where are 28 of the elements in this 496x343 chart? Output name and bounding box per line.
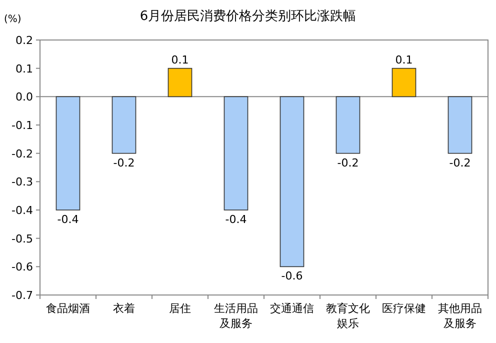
x-tick-label: 食品烟酒 — [46, 302, 90, 315]
x-tick-label: 教育文化娱乐 — [326, 302, 370, 330]
data-label: -0.2 — [113, 156, 135, 170]
data-label: -0.4 — [225, 213, 247, 226]
y-tick-label: -0.5 — [12, 232, 33, 246]
y-tick-label: -0.3 — [12, 176, 33, 189]
y-tick-label: -0.1 — [12, 119, 33, 132]
y-tick-label: 0.0 — [16, 90, 33, 104]
x-tick-label: 其他用品及服务 — [438, 302, 482, 330]
chart-title: 6月份居民消费价格分类别环比涨跌幅 — [140, 9, 356, 24]
data-label: -0.2 — [449, 156, 471, 170]
y-tick-label: -0.6 — [12, 260, 33, 274]
data-label: 0.1 — [171, 53, 189, 66]
x-tick-label: 交通通信 — [270, 302, 314, 315]
data-label: -0.4 — [57, 213, 79, 226]
data-label: 0.1 — [395, 53, 413, 66]
x-tick-label: 生活用品及服务 — [214, 302, 258, 330]
data-label: -0.2 — [337, 156, 359, 170]
y-tick-label: 0.1 — [16, 62, 33, 76]
x-tick-label: 居住 — [169, 302, 191, 315]
y-axis-title: (%) — [4, 14, 22, 25]
y-tick-label: 0.2 — [16, 34, 33, 47]
x-tick-label: 医疗保健 — [382, 302, 426, 315]
y-tick-label: -0.7 — [12, 289, 33, 302]
y-tick-label: -0.2 — [12, 147, 33, 160]
y-tick-label: -0.4 — [12, 204, 33, 217]
x-tick-label: 衣着 — [113, 302, 135, 315]
data-label: -0.6 — [281, 270, 303, 283]
